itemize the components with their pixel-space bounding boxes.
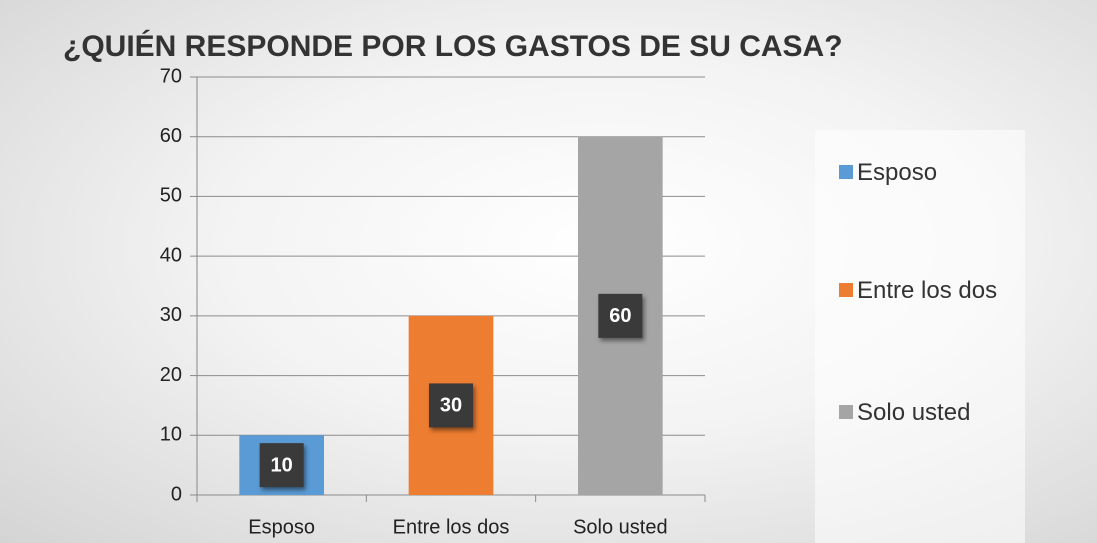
y-tick-label: 0 — [171, 483, 182, 505]
value-label: 30 — [440, 395, 462, 417]
legend-swatch — [839, 165, 853, 179]
y-tick-label: 40 — [160, 244, 182, 266]
legend-swatch — [839, 283, 853, 297]
legend-swatch — [839, 405, 853, 419]
legend-label: Entre los dos — [857, 277, 998, 304]
value-label-box — [259, 443, 304, 488]
legend-label: Esposo — [857, 159, 938, 186]
legend-entry: Esposo — [839, 153, 1004, 193]
y-tick-label: 20 — [160, 364, 182, 386]
y-tick-label: 60 — [160, 125, 182, 147]
x-tick-label: Solo usted — [573, 516, 668, 538]
legend: Esposo Entre los dos Solo usted — [815, 130, 1025, 543]
x-tick-label: Entre los dos — [393, 516, 510, 538]
chart-title: ¿QUIÉN RESPONDE POR LOS GASTOS DE SU CAS… — [63, 29, 843, 63]
value-label: 60 — [609, 305, 631, 327]
legend-entry: Entre los dos — [839, 271, 1004, 311]
legend-entry: Solo usted — [839, 393, 1004, 433]
x-tick-label: Esposo — [248, 516, 315, 538]
y-tick-label: 50 — [160, 185, 182, 207]
y-tick-label: 30 — [160, 304, 182, 326]
value-label: 10 — [271, 454, 293, 476]
value-label-box — [429, 383, 473, 428]
y-tick-label: 10 — [160, 424, 182, 446]
y-tick-label: 70 — [160, 65, 182, 87]
value-label-box — [598, 293, 643, 338]
legend-label: Solo usted — [857, 399, 971, 426]
